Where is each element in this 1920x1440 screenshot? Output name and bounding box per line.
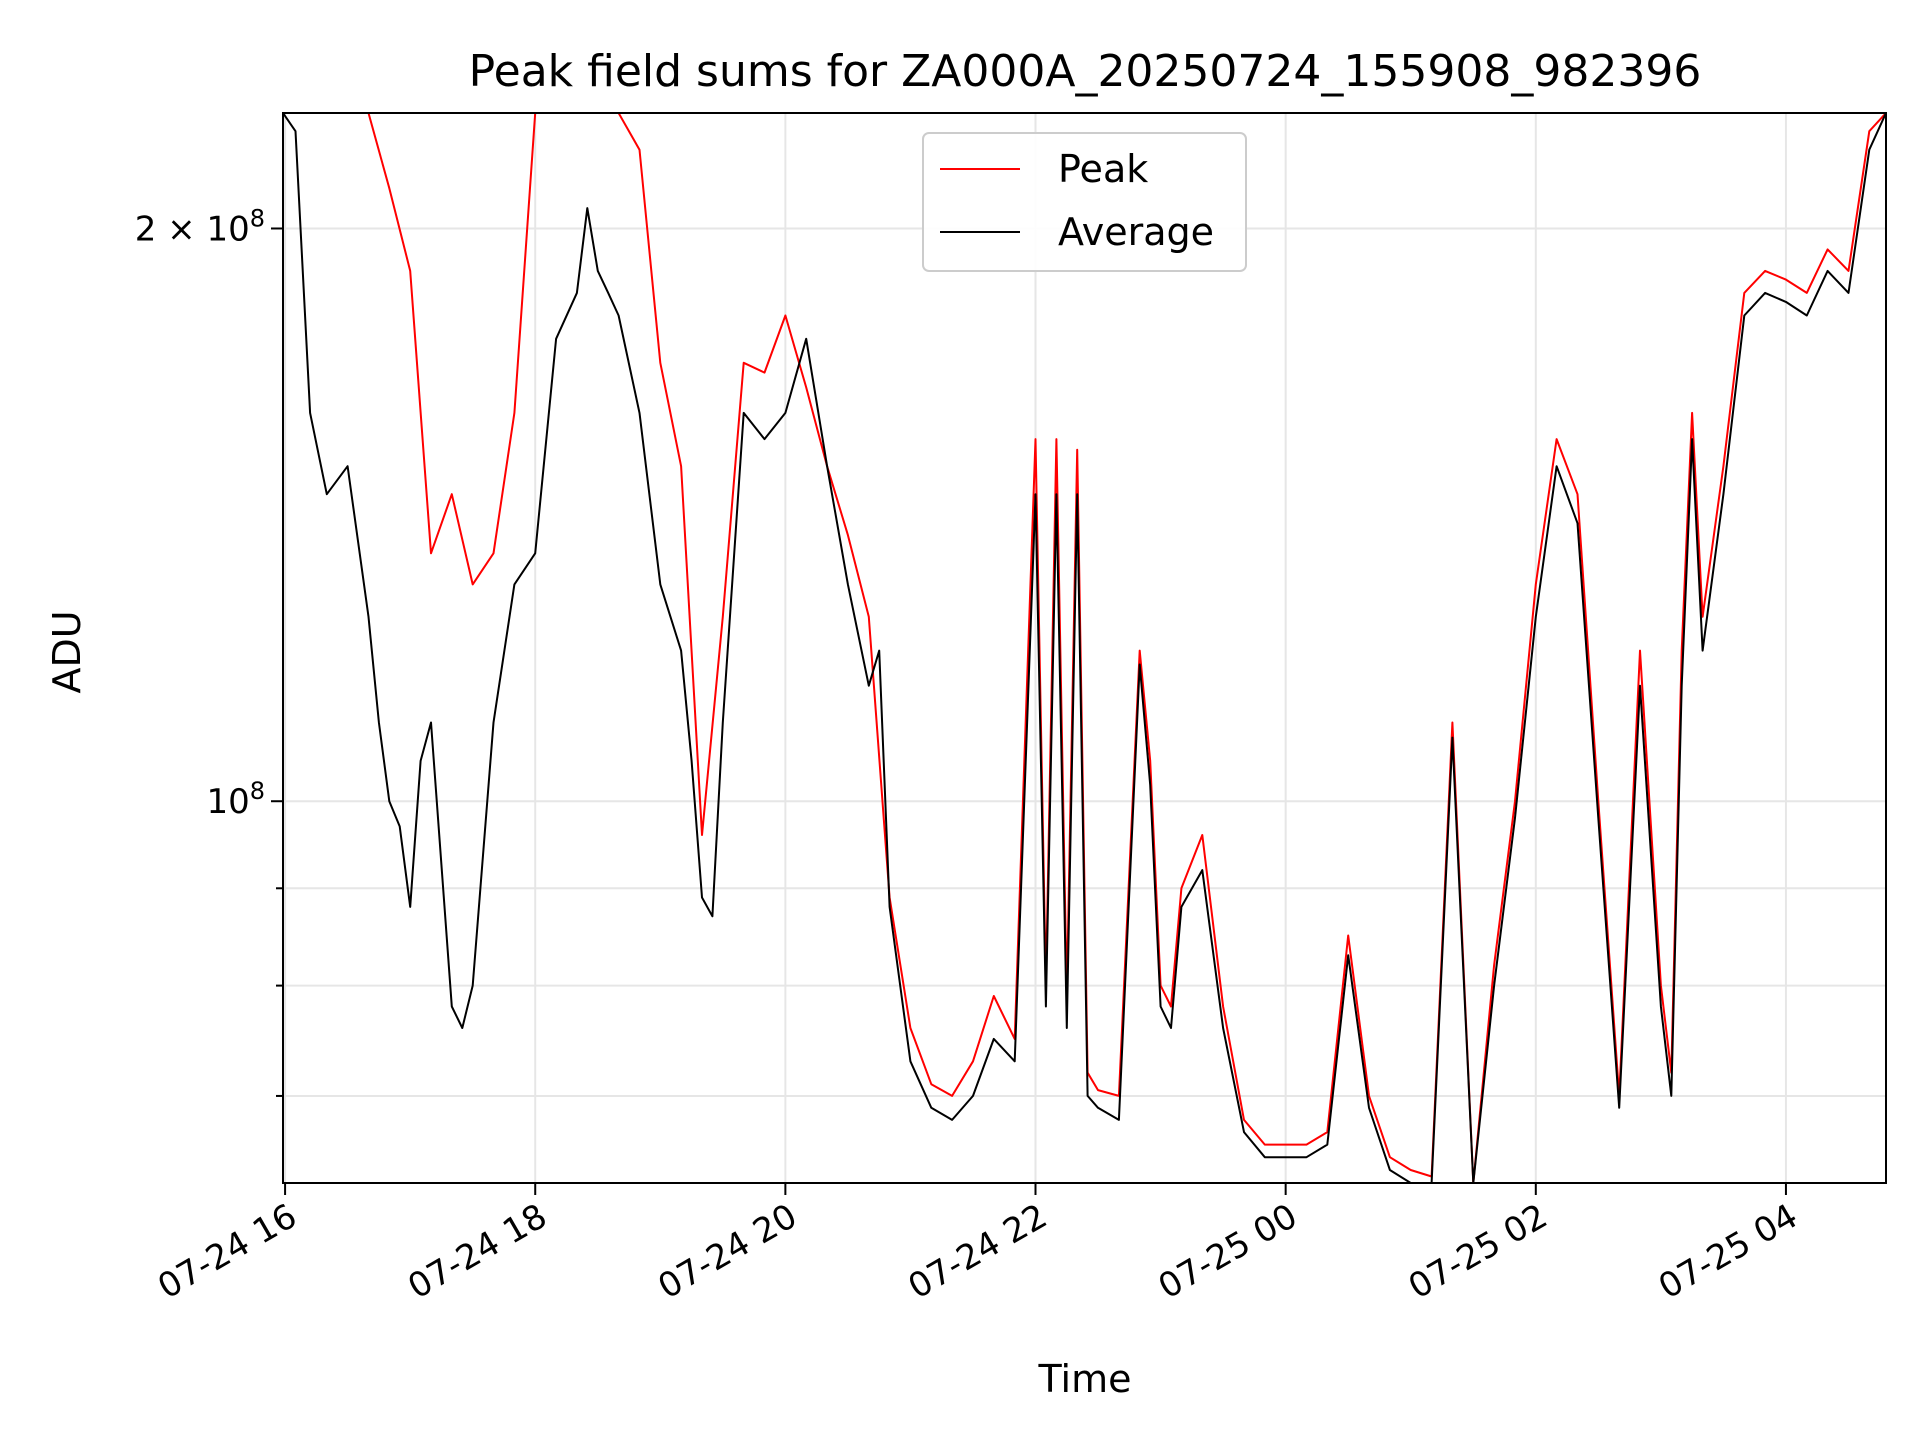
x-tick-label: 07-24 18 bbox=[401, 1196, 553, 1307]
x-axis-label: Time bbox=[1038, 1357, 1132, 1401]
series-line-peak bbox=[283, 113, 1886, 1183]
x-tick-label: 07-25 00 bbox=[1152, 1196, 1304, 1307]
x-tick-label: 07-24 22 bbox=[902, 1196, 1054, 1307]
series-line-average bbox=[283, 113, 1886, 1183]
plot-series bbox=[283, 113, 1886, 1183]
plot-frame bbox=[282, 112, 1887, 1184]
x-axis: 07-24 16 07-24 18 07-24 20 07-24 22 07-25 00… bbox=[151, 1183, 1804, 1307]
x-tick-label: 07-25 04 bbox=[1652, 1196, 1804, 1307]
y-tick-label: 2 × 108 bbox=[135, 204, 265, 249]
y-axis: 108 2 × 108 bbox=[135, 204, 283, 1097]
legend: Peak Average bbox=[922, 132, 1247, 272]
y-axis-label: ADU bbox=[45, 610, 89, 693]
legend-label-peak: Peak bbox=[1058, 147, 1148, 191]
y-tick-label: 108 bbox=[206, 777, 265, 822]
chart-title: Peak field sums for ZA000A_20250724_1559… bbox=[469, 46, 1702, 97]
legend-box bbox=[922, 132, 1247, 272]
legend-label-average: Average bbox=[1058, 210, 1214, 254]
x-tick-label: 07-24 20 bbox=[651, 1196, 803, 1307]
x-tick-label: 07-25 02 bbox=[1402, 1196, 1554, 1307]
series-group bbox=[283, 113, 1886, 1183]
x-tick-label: 07-24 16 bbox=[151, 1196, 303, 1307]
